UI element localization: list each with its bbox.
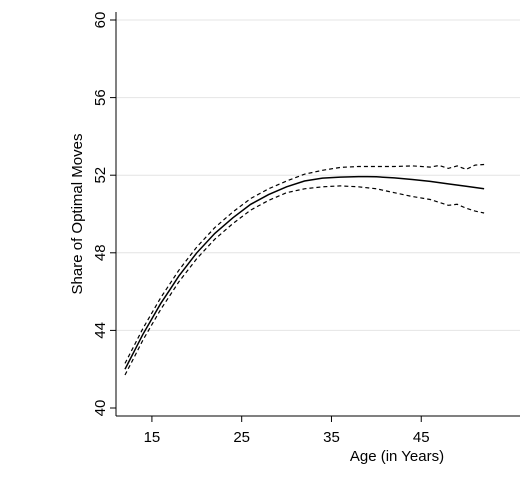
x-tick-label-25: 25 [233, 429, 250, 446]
series-line-upper-ci [124, 163, 485, 364]
x-tick-label-45: 45 [413, 429, 430, 446]
y-tick-label-44: 44 [92, 322, 109, 339]
series-line-estimate [124, 175, 485, 370]
series-lines [124, 163, 485, 376]
y-tick-label-52: 52 [92, 167, 109, 184]
y-tick-label-56: 56 [92, 89, 109, 106]
tick-labels: 40 44 48 52 56 60 15 25 35 45 [92, 12, 430, 446]
axes [110, 12, 520, 422]
y-axis-label: Share of Optimal Moves [69, 134, 86, 295]
y-tick-label-60: 60 [92, 12, 109, 29]
series-line-lower-ci [124, 185, 485, 376]
y-tick-label-48: 48 [92, 244, 109, 261]
x-axis-label: Age (in Years) [350, 448, 444, 465]
x-tick-label-35: 35 [323, 429, 340, 446]
y-tick-label-40: 40 [92, 400, 109, 417]
gridlines [116, 19, 520, 331]
x-tick-label-15: 15 [144, 429, 161, 446]
